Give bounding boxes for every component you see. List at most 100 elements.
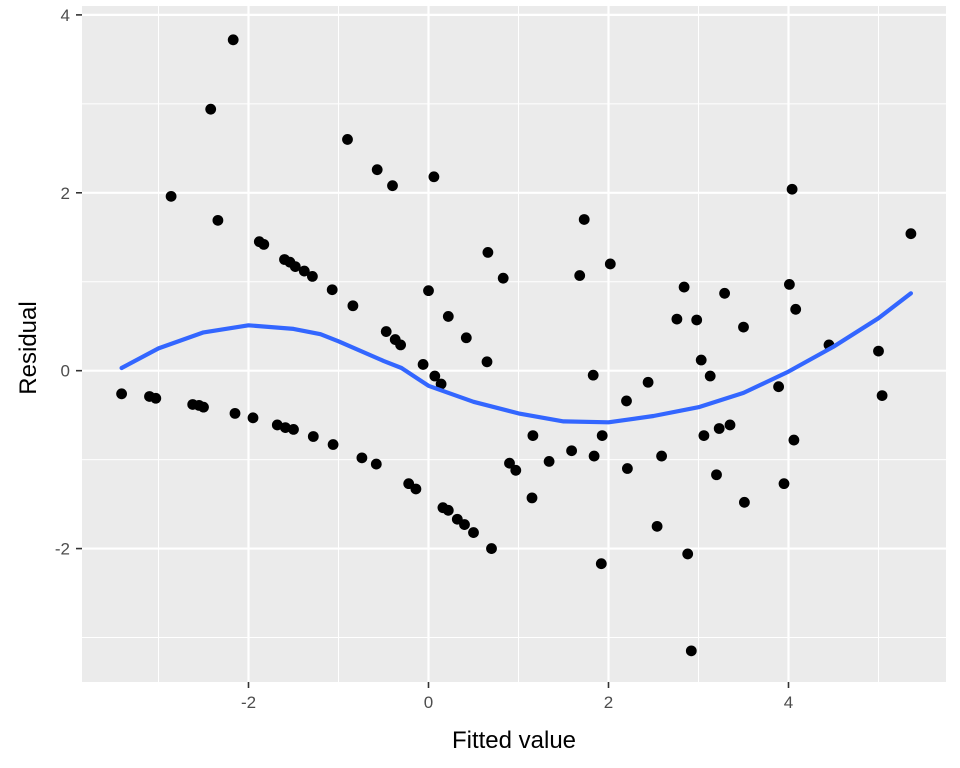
data-point <box>198 401 209 413</box>
data-point <box>459 519 470 530</box>
data-point <box>380 326 392 337</box>
data-points <box>116 34 917 657</box>
data-point <box>258 238 270 250</box>
data-point <box>504 457 515 469</box>
data-point <box>229 407 241 419</box>
data-point <box>574 270 586 281</box>
data-point <box>587 369 599 381</box>
x-axis: -2 0 2 4 <box>241 682 793 712</box>
data-point <box>510 464 522 476</box>
data-point <box>165 190 177 202</box>
data-point <box>486 543 497 554</box>
data-point <box>543 456 555 467</box>
data-point <box>773 381 784 393</box>
smooth-curve <box>119 291 913 425</box>
x-tick-label: -2 <box>241 693 256 712</box>
data-point <box>905 228 917 240</box>
data-point <box>622 463 633 474</box>
data-point <box>588 450 600 462</box>
data-point <box>342 134 353 145</box>
data-point <box>527 430 539 442</box>
smooth-line <box>119 291 913 425</box>
data-point <box>326 284 338 296</box>
grid-lines <box>82 6 946 682</box>
data-point <box>327 439 339 450</box>
data-point <box>682 548 694 560</box>
data-point <box>876 390 888 401</box>
data-point <box>435 378 447 390</box>
data-point <box>460 332 472 344</box>
data-point <box>578 214 590 225</box>
data-point <box>468 527 479 538</box>
x-tick-label: 2 <box>604 693 613 712</box>
data-point <box>739 496 750 508</box>
data-point <box>481 356 493 368</box>
data-point <box>387 180 398 192</box>
data-point <box>298 265 310 277</box>
data-point <box>621 395 632 407</box>
data-point <box>356 452 368 464</box>
data-point <box>497 272 509 284</box>
data-point <box>428 171 440 183</box>
data-point <box>442 311 454 322</box>
data-point <box>429 370 441 382</box>
x-tick-label: 0 <box>424 693 433 712</box>
data-point <box>713 423 725 434</box>
data-point <box>691 314 703 326</box>
data-point <box>371 164 383 176</box>
data-point <box>347 300 359 312</box>
data-point <box>678 281 690 293</box>
data-point <box>212 214 224 226</box>
data-point <box>784 279 795 290</box>
data-point <box>247 412 259 424</box>
data-point <box>642 376 654 388</box>
data-point <box>604 258 616 270</box>
y-axis-title: Residual <box>15 301 42 394</box>
data-point <box>150 392 162 404</box>
data-point <box>724 419 736 431</box>
data-point <box>711 469 722 481</box>
data-point <box>289 261 301 273</box>
data-point <box>280 422 291 434</box>
data-point <box>288 423 299 435</box>
data-point <box>778 478 790 490</box>
y-tick-label: 4 <box>61 6 70 25</box>
y-axis: -2 0 2 4 <box>55 6 82 559</box>
data-point <box>307 271 318 282</box>
data-point <box>205 103 217 115</box>
y-tick-label: 2 <box>61 184 70 203</box>
data-point <box>526 492 538 504</box>
data-point <box>370 458 382 470</box>
data-point <box>873 345 884 357</box>
data-point <box>410 483 422 495</box>
data-point <box>566 445 577 457</box>
data-point <box>704 370 716 382</box>
data-point <box>482 246 494 258</box>
data-point <box>423 285 434 297</box>
data-point <box>738 321 749 333</box>
data-point <box>698 430 710 442</box>
data-point <box>307 431 319 442</box>
data-point <box>719 287 730 299</box>
data-point <box>442 504 454 516</box>
data-point <box>395 339 406 351</box>
data-point <box>595 558 607 570</box>
x-tick-label: 4 <box>784 693 793 712</box>
data-point <box>116 388 127 400</box>
plot-panel <box>82 6 946 682</box>
data-point <box>685 645 697 657</box>
y-tick-label: 0 <box>61 362 70 381</box>
x-axis-title: Fitted value <box>452 727 576 754</box>
data-point <box>651 520 663 532</box>
data-point <box>271 419 283 431</box>
data-point <box>656 450 667 462</box>
data-point <box>788 434 800 446</box>
data-point <box>417 359 429 370</box>
data-point <box>786 183 798 195</box>
data-point <box>596 430 608 442</box>
data-point <box>671 313 683 325</box>
data-point <box>695 354 707 366</box>
y-tick-label: -2 <box>55 540 70 559</box>
data-point <box>790 303 802 315</box>
